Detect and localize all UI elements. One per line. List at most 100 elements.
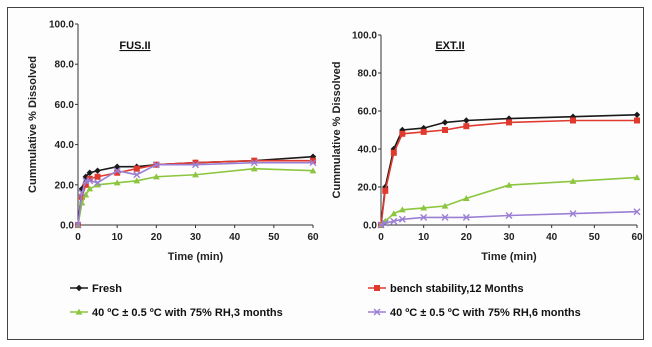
panel-1-data-point	[86, 185, 94, 192]
panel-1-y-tick-label: 80.0	[55, 60, 75, 71]
legend-marker	[75, 284, 83, 292]
panel-1-y-tick-label: 20.0	[55, 180, 75, 191]
legend-marker	[374, 285, 380, 291]
panel-1-data-point	[251, 157, 258, 164]
panel-2-data-point	[633, 111, 641, 118]
panel-1-x-axis-label: Time (min)	[168, 251, 224, 263]
panel-1-data-point	[133, 177, 141, 184]
panel-1-x-tick-label: 30	[190, 232, 202, 243]
panel-1-x-tick-label: 50	[268, 232, 280, 243]
panel-2-y-tick-label: 80.0	[358, 69, 378, 80]
panel-2-x-tick-label: 30	[503, 232, 515, 243]
panel-2-data-point	[398, 215, 406, 223]
panel-2-data-point	[420, 204, 428, 211]
panel-1-data-point	[309, 153, 317, 160]
panel-1-data-point	[94, 179, 102, 187]
panel-1-data-point	[250, 159, 258, 167]
panel-1-data-point	[310, 157, 316, 164]
legend-marker	[75, 308, 83, 315]
panel-2-data-point	[382, 187, 389, 194]
panel-2-data-point	[381, 219, 389, 227]
panel-1-title: FUS.II	[119, 40, 150, 52]
panel-1-data-point	[192, 159, 199, 166]
panel-2-data-point	[569, 210, 577, 218]
panel-2-y-tick-label: 100.0	[352, 31, 377, 42]
panel-2-series-line	[380, 210, 638, 226]
panel-2-x-tick-label: 20	[461, 232, 473, 243]
panel-1-data-point	[192, 161, 199, 169]
legend-label: bench stability,12 Months	[390, 283, 524, 295]
panel-1-data-point	[78, 189, 86, 197]
panel-2-x-tick-label: 0	[378, 232, 384, 243]
panel-1-data-point	[86, 169, 93, 176]
panel-2-data-point	[505, 115, 513, 122]
panel-1-data-point	[309, 167, 317, 174]
panel-1-data-point	[94, 181, 101, 188]
panel-1-data-point	[113, 167, 121, 175]
panel-1-data-point	[133, 171, 141, 179]
panel-1-y-tick-label: 60.0	[55, 100, 75, 111]
panel-2-data-point	[633, 174, 641, 181]
panel-1-data-point	[94, 173, 101, 180]
panel-2-data-point	[505, 181, 513, 188]
panel-2-y-tick-label: 20.0	[358, 183, 378, 194]
panel-2-y-tick-label: 40.0	[358, 145, 378, 156]
panel-2-y-tick-label: 0.0	[363, 221, 377, 232]
panel-2-x-tick-label: 10	[418, 232, 430, 243]
panel-1-data-point	[74, 221, 82, 229]
panel-1-data-point	[192, 171, 199, 178]
panel-2-data-point	[441, 213, 449, 221]
panel-2-data-point	[634, 117, 640, 124]
panel-1-data-point	[82, 181, 89, 188]
panel-2-data-point	[399, 130, 406, 137]
panel-1-x-tick-label: 10	[112, 232, 124, 243]
panel-2-y-axis-label: Cummulative % Dissolved	[331, 62, 343, 199]
panel-1-data-point	[94, 167, 101, 174]
panel-2-data-point	[390, 210, 398, 217]
panel-1-y-axis-label: Cummulative % Dissolved	[27, 56, 39, 193]
panel-1-y-tick-label: 100.0	[49, 20, 74, 31]
panel-2-data-point	[463, 123, 470, 130]
panel-1-x-tick-label: 0	[75, 232, 81, 243]
panel-2-data-point	[390, 149, 397, 156]
legend-marker	[373, 308, 381, 316]
panel-2-data-point	[463, 117, 470, 124]
panel-1-x-tick-label: 20	[151, 232, 163, 243]
panel-2-data-point	[441, 202, 449, 209]
panel-1-series-line	[77, 159, 313, 226]
panel-2-data-point	[633, 208, 641, 216]
legend-label: 40 ºC ± 0.5 ºC with 75% RH,6 months	[390, 307, 581, 319]
panel-2-data-point	[505, 212, 513, 219]
panel-1-data-point	[78, 199, 86, 206]
panel-2-data-point	[506, 119, 512, 126]
panel-2-series-line	[380, 119, 637, 226]
panel-1-data-point	[309, 159, 317, 167]
panel-2-data-point	[420, 128, 427, 135]
panel-1-series-line	[77, 155, 314, 226]
panel-2-data-point	[390, 217, 398, 225]
legend-label: 40 ºC ± 0.5 ºC with 75% RH,3 months	[92, 307, 283, 319]
panel-1-data-point	[152, 161, 160, 169]
panel-2-data-point	[569, 177, 577, 184]
panel-2-y-tick-label: 60.0	[358, 107, 378, 118]
panel-1-data-point	[113, 179, 121, 186]
panel-2-title: EXT.II	[435, 40, 464, 52]
panel-1-data-point	[114, 169, 121, 176]
panel-1-data-point	[86, 177, 94, 185]
panel-1-x-tick-label: 40	[229, 232, 241, 243]
panel-1-data-point	[250, 165, 258, 172]
panel-1-data-point	[133, 165, 140, 172]
panel-2-x-axis-label: Time (min)	[481, 251, 537, 263]
panel-2-series-line	[380, 176, 638, 226]
panel-2-data-point	[441, 119, 449, 126]
panel-1-y-tick-label: 40.0	[55, 140, 75, 151]
panel-2-data-point	[570, 117, 576, 124]
panel-2-data-point	[442, 127, 448, 133]
panel-1-x-tick-label: 60	[307, 232, 319, 243]
panel-1-data-point	[86, 175, 93, 182]
panel-2-data-point	[462, 195, 470, 201]
panel-2-data-point	[420, 213, 428, 221]
panel-2-data-point	[462, 213, 470, 221]
panel-2-data-point	[398, 206, 406, 213]
